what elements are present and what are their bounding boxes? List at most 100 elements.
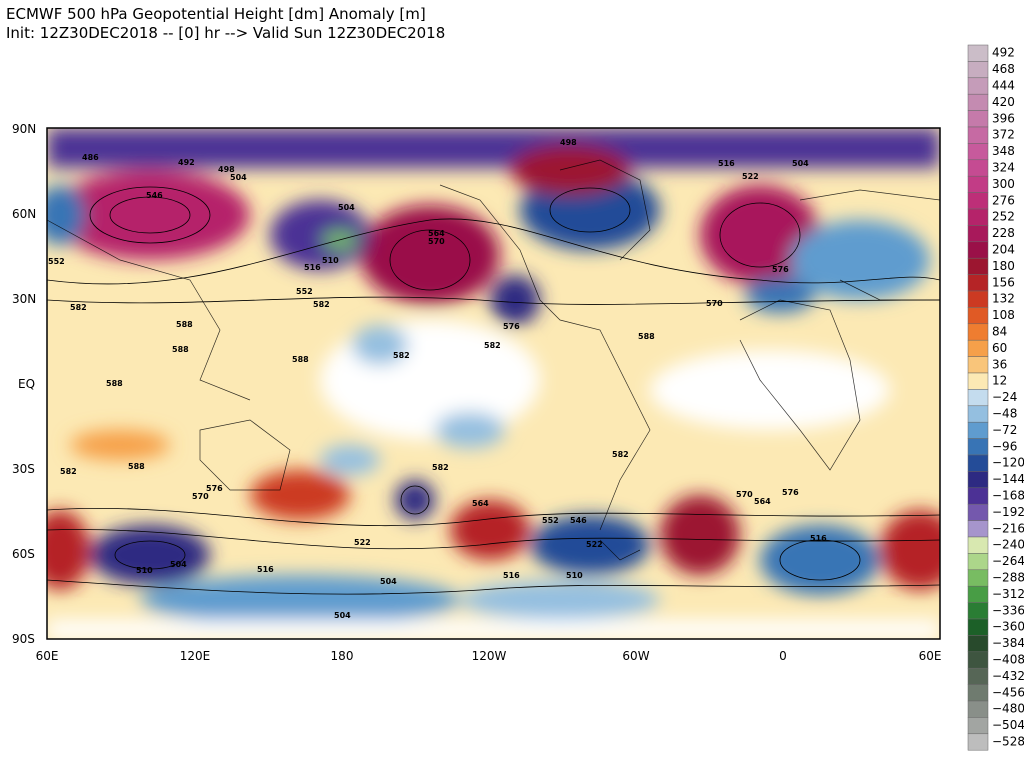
contour-label: 516 [257, 565, 274, 574]
lon-label: 120W [472, 649, 507, 663]
colorbar-swatch [967, 372, 989, 390]
lon-label: 120E [180, 649, 211, 663]
colorbar-swatch [967, 44, 989, 62]
contour-label: 576 [206, 484, 223, 493]
contour-label: 510 [566, 571, 583, 580]
colorbar-swatch [967, 77, 989, 95]
lat-label: 90S [12, 632, 35, 646]
lat-label: 30S [12, 462, 35, 476]
contour-label: 582 [612, 450, 629, 459]
colorbar-swatch [967, 602, 989, 620]
colorbar-swatch [967, 585, 989, 603]
colorbar: 492 468 444 420 396 372 348 324 300 276 252 228 204 1… [967, 44, 1024, 751]
contour-label: 570 [192, 492, 209, 501]
colorbar-label: 372 [992, 128, 1015, 142]
contour-label: 516 [718, 159, 735, 168]
colorbar-label: 228 [992, 226, 1015, 240]
colorbar-swatch [967, 126, 989, 144]
colorbar-swatch [967, 520, 989, 538]
colorbar-label: 324 [992, 161, 1015, 175]
colorbar-swatch [967, 61, 989, 79]
colorbar-swatch [967, 651, 989, 669]
lon-label: 60W [622, 649, 649, 663]
contour-label: 498 [560, 138, 577, 147]
contour-label: 588 [128, 462, 145, 471]
contour-label: 576 [782, 488, 799, 497]
colorbar-label: 252 [992, 210, 1015, 224]
contour-label: 576 [772, 265, 789, 274]
colorbar-label: −288 [992, 571, 1024, 585]
contour-label: 582 [60, 467, 77, 476]
contour-label: 582 [313, 300, 330, 309]
colorbar-swatch [967, 241, 989, 259]
contour-label: 504 [380, 577, 397, 586]
colorbar-label: −528 [992, 735, 1024, 749]
colorbar-label: −480 [992, 702, 1024, 716]
colorbar-label: 180 [992, 259, 1015, 273]
colorbar-label: −264 [992, 554, 1024, 568]
colorbar-swatch [967, 323, 989, 341]
contour-label: 552 [296, 287, 313, 296]
contour-label: 510 [136, 566, 153, 575]
colorbar-label: −504 [992, 718, 1024, 732]
contour-label: 546 [146, 191, 163, 200]
contour-label: 552 [48, 257, 65, 266]
contour-label: 516 [503, 571, 520, 580]
lat-labels: 90N 60N 30N EQ 30S 60S 90S [12, 122, 36, 646]
contour-label: 516 [304, 263, 321, 272]
contour-label: 510 [322, 256, 339, 265]
lat-label: 90N [12, 122, 36, 136]
colorbar-label: 492 [992, 46, 1015, 60]
colorbar-label: −216 [992, 521, 1024, 535]
colorbar-swatch [967, 717, 989, 735]
colorbar-swatch [967, 503, 989, 521]
contour-label: 486 [82, 153, 99, 162]
contour-label: 576 [503, 322, 520, 331]
contour-label: 522 [742, 172, 759, 181]
colorbar-swatch [967, 635, 989, 653]
colorbar-label: 84 [992, 325, 1007, 339]
lon-label: 180 [331, 649, 354, 663]
colorbar-swatch [967, 143, 989, 161]
colorbar-swatch [967, 290, 989, 308]
contour-label: 504 [170, 560, 187, 569]
contour-label: 522 [586, 540, 603, 549]
colorbar-label: 396 [992, 111, 1015, 125]
colorbar-label: −144 [992, 472, 1024, 486]
lat-label: 60S [12, 547, 35, 561]
subtitle: Init: 12Z30DEC2018 -- [0] hr --> Valid S… [6, 24, 445, 42]
colorbar-swatch [967, 454, 989, 472]
colorbar-swatch [967, 569, 989, 587]
colorbar-label: 204 [992, 243, 1015, 257]
colorbar-swatch [967, 618, 989, 636]
colorbar-swatch [967, 307, 989, 325]
colorbar-label: 36 [992, 357, 1007, 371]
colorbar-label: 444 [992, 79, 1015, 93]
contour-label: 570 [736, 490, 753, 499]
contour-label: 588 [172, 345, 189, 354]
colorbar-label: −408 [992, 653, 1024, 667]
colorbar-label: −360 [992, 620, 1024, 634]
contour-label: 522 [354, 538, 371, 547]
contour-label: 564 [428, 229, 445, 238]
contour-label: 564 [754, 497, 771, 506]
title: ECMWF 500 hPa Geopotential Height [dm] A… [6, 5, 426, 23]
colorbar-swatch [967, 339, 989, 357]
colorbar-label: −168 [992, 489, 1024, 503]
contour-labels: 486 492 498 504 546 504 510 516 552 582 … [48, 138, 827, 620]
contour-label: 588 [176, 320, 193, 329]
contour-label: 570 [706, 299, 723, 308]
colorbar-label: −312 [992, 587, 1024, 601]
colorbar-swatch [967, 405, 989, 423]
contour-label: 546 [570, 516, 587, 525]
colorbar-label: 300 [992, 177, 1015, 191]
colorbar-swatch [967, 536, 989, 554]
contour-label: 498 [218, 165, 235, 174]
colorbar-swatch [967, 356, 989, 374]
colorbar-swatch [967, 684, 989, 702]
colorbar-label: −120 [992, 456, 1024, 470]
contour-label: 504 [792, 159, 809, 168]
colorbar-label: −240 [992, 538, 1024, 552]
colorbar-swatch [967, 110, 989, 128]
